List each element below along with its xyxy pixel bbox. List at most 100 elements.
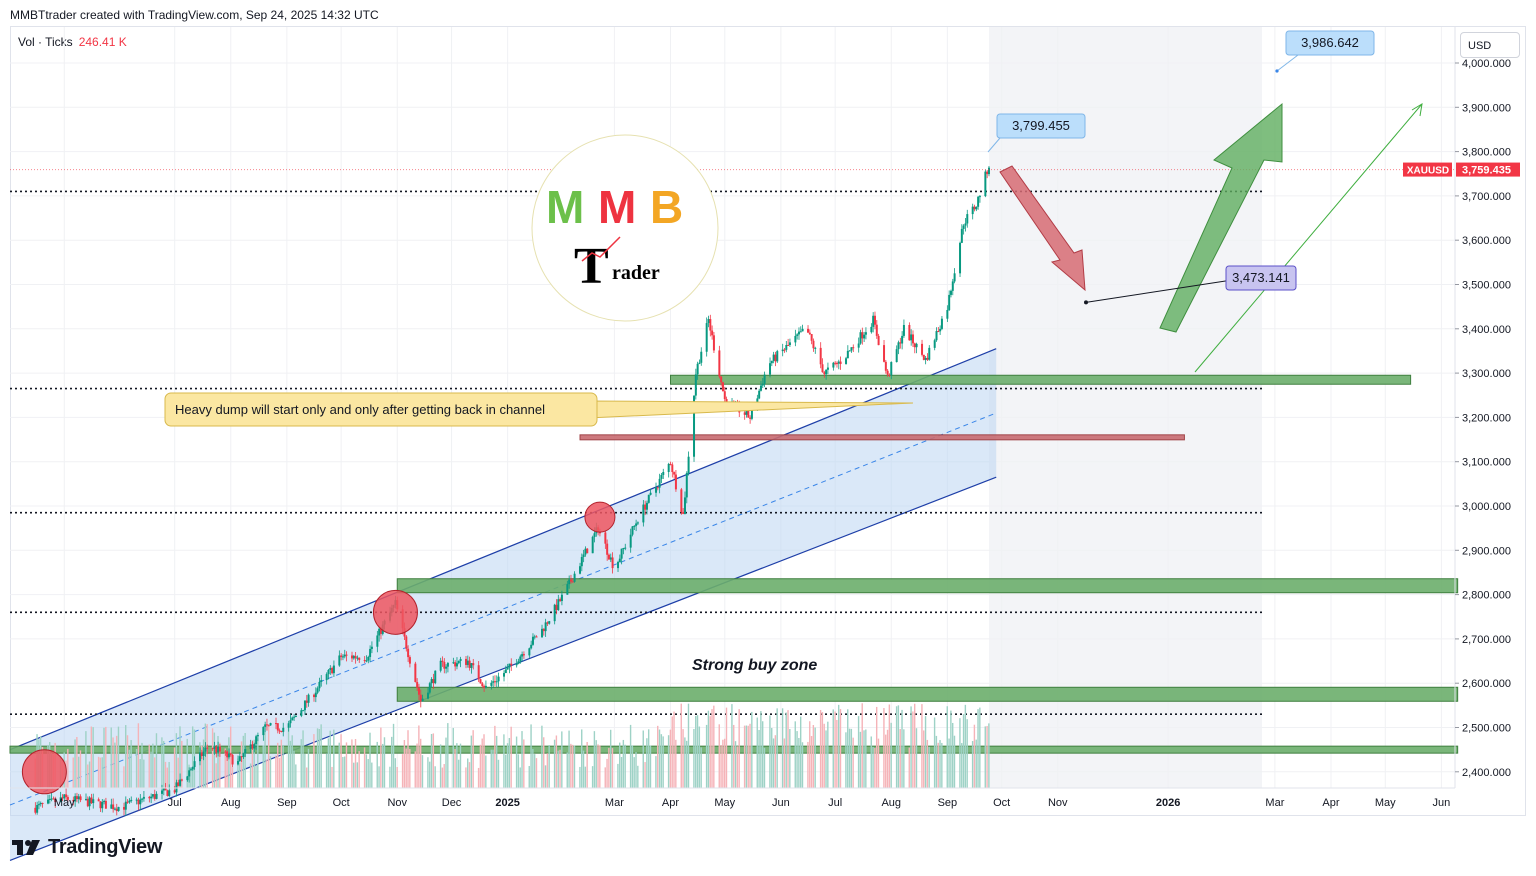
- x-tick-label: Mar: [1265, 797, 1284, 809]
- volume-bar: [673, 711, 675, 788]
- volume-bar: [380, 727, 382, 788]
- candle-body: [419, 694, 422, 702]
- x-tick-label: Nov: [1048, 797, 1068, 809]
- volume-bar: [202, 739, 205, 788]
- volume-bar: [888, 704, 891, 788]
- volume-bar: [675, 739, 677, 788]
- volume-legend[interactable]: Vol · Ticks 246.41 K: [18, 35, 127, 49]
- candle-body: [763, 374, 766, 384]
- volume-bar: [899, 729, 901, 788]
- strong-buy-zone-label: Strong buy zone: [692, 657, 817, 674]
- volume-bar: [389, 766, 391, 788]
- volume-bar: [680, 703, 682, 788]
- volume-bar: [977, 709, 979, 788]
- candle-body: [745, 410, 748, 415]
- candle-body: [155, 793, 158, 799]
- volume-bar: [414, 751, 416, 788]
- x-tick-label: May: [1375, 797, 1396, 809]
- candle-body: [470, 663, 473, 668]
- volume-bar: [318, 728, 321, 788]
- volume-bar: [391, 736, 393, 788]
- candle-body: [580, 556, 583, 567]
- volume-bar: [394, 758, 397, 788]
- volume-bar: [543, 737, 545, 788]
- channel-lower-line: [9, 476, 997, 861]
- volume-bar: [821, 712, 824, 788]
- candle-body: [573, 573, 576, 582]
- tradingview-footer[interactable]: TradingView: [12, 836, 162, 858]
- volume-bar: [783, 738, 786, 788]
- candle-body: [835, 363, 838, 365]
- candle-body: [694, 374, 697, 396]
- volume-bar: [685, 740, 688, 788]
- candle-body: [34, 807, 37, 813]
- candle-body: [468, 660, 471, 668]
- volume-bar: [88, 761, 91, 788]
- volume-legend-value: 246.41 K: [78, 35, 127, 49]
- candle-body: [624, 547, 627, 549]
- candle-body: [531, 636, 534, 645]
- candle-body: [103, 800, 106, 803]
- candle-body: [50, 798, 53, 800]
- candle-body: [705, 323, 708, 352]
- volume-bar: [571, 744, 574, 788]
- candle-body: [635, 523, 638, 526]
- candle-body: [660, 475, 663, 479]
- volume-bar: [865, 729, 867, 788]
- volume-bar: [291, 735, 293, 788]
- volume-bar: [736, 746, 739, 788]
- volume-bar: [269, 756, 272, 788]
- volume-bar: [67, 748, 69, 788]
- volume-bar: [937, 742, 939, 788]
- candle-body: [264, 724, 267, 727]
- candle-body: [772, 354, 775, 361]
- y-tick-label: 3,800.000: [1462, 147, 1511, 159]
- volume-bar: [761, 721, 764, 788]
- volume-bar: [695, 716, 697, 788]
- candle-body: [647, 494, 650, 503]
- volume-bar: [910, 706, 912, 788]
- volume-bar: [289, 740, 292, 788]
- currency-selector[interactable]: USD: [1460, 32, 1520, 58]
- price-label-high-box: [996, 113, 1086, 139]
- volume-bar: [923, 730, 925, 788]
- candle-body: [135, 799, 138, 801]
- volume-bar: [883, 708, 885, 788]
- volume-bar: [837, 704, 840, 788]
- candle-body: [421, 698, 424, 702]
- y-tick-label: 2,500.000: [1462, 723, 1511, 735]
- volume-bar: [861, 703, 863, 788]
- candle-body: [812, 340, 815, 349]
- candle-body: [861, 332, 864, 339]
- candle-body: [571, 581, 574, 583]
- volume-bar: [293, 750, 295, 788]
- candle-body: [620, 548, 623, 559]
- volume-bar: [570, 743, 572, 788]
- candle-body: [39, 802, 42, 805]
- volume-bar: [845, 732, 847, 788]
- volume-bar: [973, 724, 976, 788]
- volume-bar: [152, 743, 154, 788]
- volume-bar: [228, 737, 230, 788]
- volume-bar: [356, 762, 359, 788]
- volume-bar: [401, 754, 404, 788]
- candle-body: [305, 700, 308, 703]
- candle-body: [459, 658, 462, 661]
- volume-bar: [454, 749, 456, 788]
- volume-bar: [331, 766, 333, 788]
- channel-upper-line: [9, 348, 997, 751]
- candle-body: [92, 799, 95, 804]
- candle-body: [331, 668, 334, 674]
- volume-bar: [90, 726, 93, 788]
- candle-body: [61, 797, 64, 799]
- candle-body: [924, 357, 927, 360]
- candle-body: [213, 746, 216, 749]
- volume-bar: [581, 729, 583, 788]
- volume-bar: [903, 729, 905, 788]
- volume-bar: [392, 723, 395, 788]
- volume-bar: [257, 738, 259, 788]
- volume-bar: [201, 745, 203, 788]
- volume-bars: [34, 703, 990, 788]
- candle-body: [137, 799, 140, 805]
